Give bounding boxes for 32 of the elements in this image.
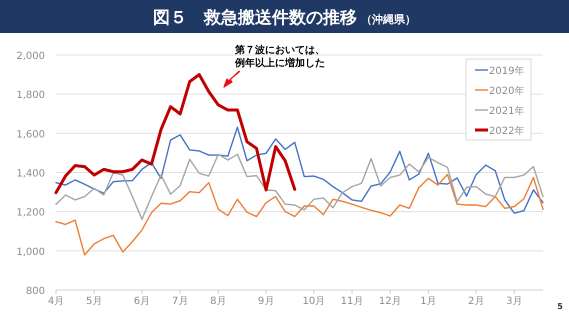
annotation: 例年以上に増加した [234, 57, 325, 69]
legend-label: 2019年 [489, 65, 524, 77]
line-series [55, 154, 544, 220]
y-tick-label: 800 [26, 286, 45, 297]
chart-title: 図５ 救急搬送件数の推移 [153, 8, 357, 28]
y-tick-label: 1,000 [16, 246, 45, 258]
x-tick-label: 2月 [468, 296, 484, 307]
x-tick-label: 9月 [258, 296, 274, 307]
line-series [54, 73, 296, 194]
x-tick-label: 12月 [378, 296, 402, 307]
x-tick-label: 5月 [86, 296, 102, 307]
x-tick-label: 10月 [302, 296, 326, 307]
text: 5 [557, 302, 564, 311]
y-tick-label: 1,800 [16, 90, 45, 102]
x-tick-label: 7月 [172, 296, 188, 307]
y-tick-label: 2,000 [16, 51, 45, 62]
line-series [55, 126, 544, 214]
x-tick-label: 4月 [48, 296, 64, 307]
legend-label: 2022年 [489, 125, 524, 137]
y-tick-label: 1,400 [16, 168, 45, 180]
chart-subtitle: （沖縄県） [361, 13, 416, 26]
x-tick-label: 6月 [134, 296, 150, 307]
line-series [55, 174, 544, 256]
annotation: 第７波においては、 [234, 44, 325, 56]
x-tick-label: 8月 [210, 296, 227, 307]
y-tick-label: 1,200 [16, 208, 45, 219]
legend-label: 2020年 [489, 85, 524, 97]
y-tick-label: 1,600 [16, 129, 45, 140]
legend-label: 2021年 [489, 105, 524, 117]
x-tick-label: 3月 [506, 296, 523, 307]
x-tick-label: 1月 [420, 296, 437, 307]
x-tick-label: 11月 [340, 296, 364, 307]
